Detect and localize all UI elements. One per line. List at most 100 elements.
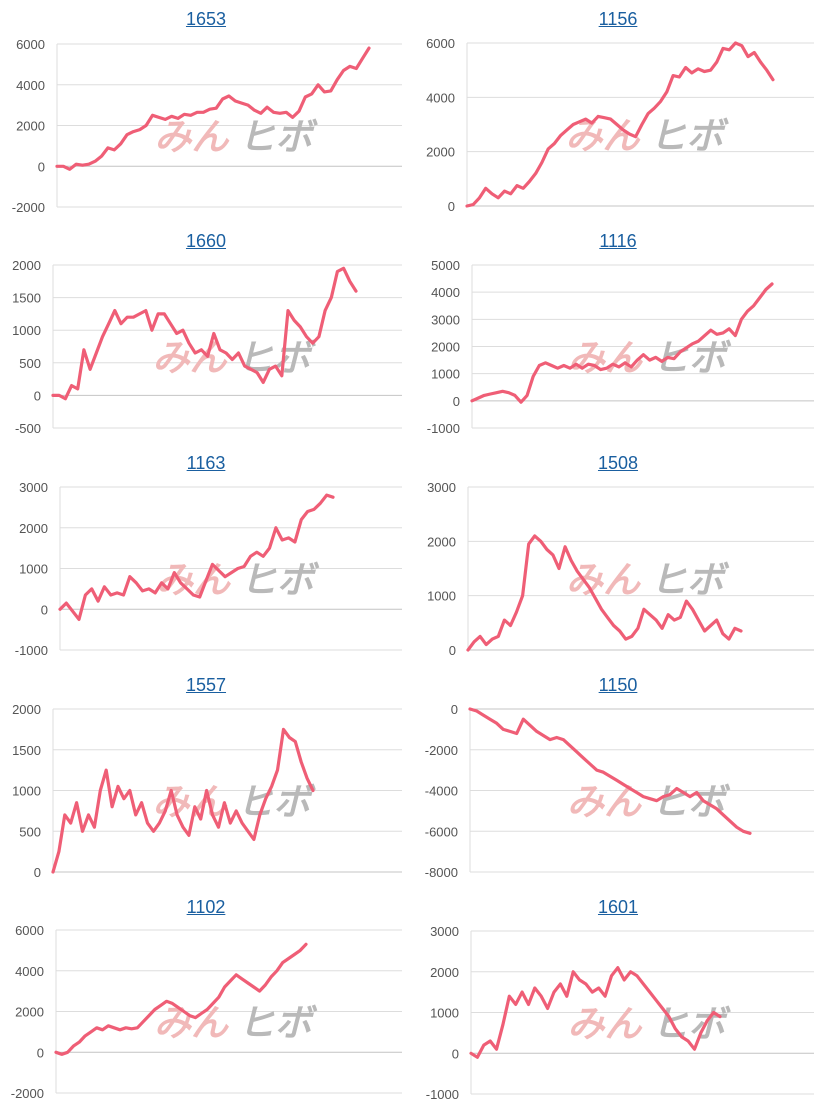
y-tick-label: 2000 (12, 702, 41, 717)
series-line (470, 282, 774, 404)
y-tick-label: 0 (451, 702, 458, 717)
series-line (54, 942, 308, 1056)
y-tick-label: -2000 (425, 743, 458, 758)
chart-title-link[interactable]: 1116 (599, 231, 637, 251)
y-tick-label: 6000 (426, 36, 455, 51)
series-line (51, 727, 315, 874)
y-tick-label: 0 (34, 388, 41, 403)
series-line (466, 534, 743, 652)
watermark-left-logo: みん (155, 116, 230, 159)
line-chart-1557: 2000 1500 1000 500 0 みん ヒボ (12, 702, 402, 880)
y-tick-label: 2000 (431, 340, 460, 355)
chart-panel-1508: 3000 2000 1000 0 みん ヒボ 1508 (412, 444, 824, 666)
y-tick-label: 4000 (15, 964, 44, 979)
y-tick-label: 2000 (12, 258, 41, 273)
watermark-left-logo: みん (566, 559, 641, 602)
y-tick-label: 1500 (12, 743, 41, 758)
chart-title-link[interactable]: 1156 (598, 9, 638, 29)
y-tick-label: -1000 (427, 421, 460, 436)
series-line (468, 707, 752, 835)
watermark-right-logo: ヒボ (651, 781, 731, 824)
line-chart-1150: 0 -2000 -4000 -6000 -8000 みん ヒボ (425, 702, 814, 880)
line-chart-1156: 6000 4000 2000 0 みん ヒボ (426, 36, 814, 214)
chart-title-link[interactable]: 1150 (598, 675, 638, 695)
watermark-right-logo: ヒボ (650, 559, 730, 602)
chart-panel-1150: 0 -2000 -4000 -6000 -8000 みん ヒボ 1150 (412, 666, 824, 888)
y-tick-label: 3000 (427, 480, 456, 495)
y-tick-label: 1000 (12, 323, 41, 338)
y-tick-label: -1000 (15, 643, 48, 658)
watermark-right-logo: ヒボ (237, 337, 317, 380)
y-tick-label: -1000 (426, 1087, 459, 1102)
y-tick-label: 0 (41, 602, 48, 617)
y-tick-label: 6000 (16, 37, 45, 52)
watermark-right-logo: ヒボ (650, 115, 730, 158)
chart-title-link[interactable]: 1653 (185, 9, 227, 29)
watermark-left-logo: みん (568, 337, 643, 380)
y-tick-label: 0 (448, 199, 455, 214)
y-tick-label: 1000 (427, 589, 456, 604)
watermark-right-logo: ヒボ (240, 559, 320, 602)
watermark-left-logo: みん (154, 1002, 229, 1045)
chart-panel-1116: 5000 4000 3000 2000 1000 0 -1000 みん ヒボ 1116 (412, 222, 824, 444)
y-tick-label: 2000 (19, 521, 48, 536)
watermark-right-logo: ヒボ (239, 116, 319, 159)
line-chart-1102: 6000 4000 2000 0 -2000 みん ヒボ (11, 923, 402, 1101)
y-tick-label: 0 (38, 159, 45, 174)
series-line (465, 41, 775, 208)
y-tick-label: 1000 (19, 562, 48, 577)
y-tick-label: 0 (449, 643, 456, 658)
chart-panel-1163: 3000 2000 1000 0 -1000 みん ヒボ 1163 (0, 444, 412, 666)
series-line (58, 493, 335, 621)
y-tick-label: 1000 (431, 367, 460, 382)
chart-title-link[interactable]: 1508 (597, 453, 639, 473)
watermark-left-logo: みん (567, 781, 642, 824)
y-tick-label: -2000 (11, 1086, 44, 1101)
watermark-left-logo: みん (566, 115, 641, 158)
y-tick-label: 5000 (431, 258, 460, 273)
chart-panel-1660: 2000 1500 1000 500 0 -500 みん ヒボ 1660 (0, 222, 412, 444)
y-tick-label: 0 (452, 1046, 459, 1061)
y-tick-label: -500 (15, 421, 41, 436)
y-tick-label: 500 (19, 824, 41, 839)
chart-title-link[interactable]: 1601 (597, 897, 639, 917)
y-tick-label: -6000 (425, 824, 458, 839)
watermark-right-logo: ヒボ (238, 1002, 318, 1045)
y-tick-label: 4000 (431, 285, 460, 300)
line-chart-1508: 3000 2000 1000 0 みん ヒボ (427, 480, 814, 658)
series-line (469, 966, 722, 1059)
series-line (51, 266, 358, 401)
y-tick-label: -2000 (12, 200, 45, 215)
chart-title-link[interactable]: 1557 (185, 675, 227, 695)
y-tick-label: 2000 (430, 965, 459, 980)
y-tick-label: 0 (37, 1045, 44, 1060)
y-tick-label: 4000 (426, 90, 455, 105)
y-tick-label: 2000 (15, 1005, 44, 1020)
chart-title-link[interactable]: 1660 (185, 231, 227, 251)
y-tick-label: 3000 (430, 924, 459, 939)
chart-panel-1601: 3000 2000 1000 0 -1000 みん ヒボ 1601 (412, 888, 824, 1110)
y-tick-label: 6000 (15, 923, 44, 938)
chart-panel-1156: 6000 4000 2000 0 みん ヒボ 1156 (412, 0, 824, 222)
watermark-right-logo: ヒボ (237, 781, 317, 824)
y-tick-label: 2000 (427, 534, 456, 549)
chart-title-link[interactable]: 1163 (186, 453, 226, 473)
y-tick-label: 2000 (426, 145, 455, 160)
chart-title-link[interactable]: 1102 (186, 897, 226, 917)
series-line (55, 46, 371, 171)
chart-panel-1102: 6000 4000 2000 0 -2000 みん ヒボ 1102 (0, 888, 412, 1110)
y-tick-label: 1500 (12, 291, 41, 306)
chart-panel-1653: 6000 4000 2000 0 -2000 みん ヒボ 1653 (0, 0, 412, 222)
y-tick-label: 1000 (430, 1006, 459, 1021)
y-tick-label: 4000 (16, 78, 45, 93)
watermark-left-logo: みん (153, 781, 228, 824)
y-tick-label: 3000 (19, 480, 48, 495)
y-tick-label: 0 (453, 394, 460, 409)
chart-panel-1557: 2000 1500 1000 500 0 みん ヒボ 1557 (0, 666, 412, 888)
line-chart-1653: 6000 4000 2000 0 -2000 みん ヒボ (12, 37, 402, 215)
